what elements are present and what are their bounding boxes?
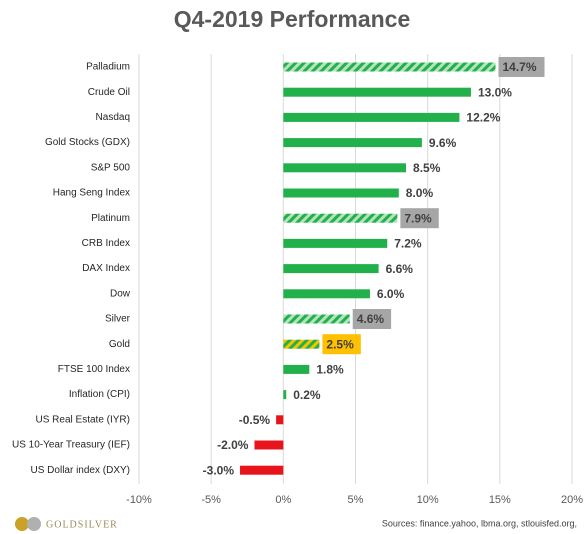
value-label: 1.8% (316, 363, 344, 377)
value-label: 13.0% (478, 85, 512, 99)
x-tick-label: 0% (275, 494, 291, 506)
category-label: Nasdaq (96, 112, 130, 123)
bar (283, 314, 350, 324)
value-label: 12.2% (466, 111, 500, 125)
category-label: DAX Index (82, 263, 130, 274)
logo-text: GoldSilver (46, 519, 118, 530)
category-label: Gold (109, 339, 130, 350)
bar (276, 415, 284, 425)
bar (283, 138, 422, 148)
value-label: -2.0% (217, 438, 249, 452)
category-label: US Dollar index (DXY) (31, 465, 130, 476)
value-label: 8.5% (413, 161, 441, 175)
category-label: Hang Seng Index (53, 188, 130, 199)
logo: GoldSilver (15, 517, 118, 531)
category-label: Gold Stocks (GDX) (45, 137, 130, 148)
label-highlight (352, 309, 392, 329)
x-tick-label: 15% (489, 494, 511, 506)
x-tick-label: 20% (561, 494, 583, 506)
x-tick-label: 10% (417, 494, 439, 506)
x-tick-label: -10% (126, 494, 152, 506)
category-label: Inflation (CPI) (69, 389, 130, 400)
label-highlight (400, 208, 439, 229)
bar (283, 188, 399, 198)
bar (283, 112, 460, 122)
bar (240, 465, 284, 475)
bar (283, 364, 310, 374)
bar (283, 289, 370, 299)
category-label: Crude Oil (88, 87, 130, 98)
value-label: 6.6% (386, 262, 414, 276)
value-label: 8.0% (406, 186, 434, 200)
value-label: 7.9% (404, 211, 432, 225)
category-label: US 10-Year Treasury (IEF) (12, 440, 130, 451)
category-label: Platinum (91, 213, 130, 224)
bar (283, 390, 287, 400)
label-highlight (498, 57, 545, 77)
category-label: US Real Estate (IYR) (36, 414, 130, 425)
source: Sources: finance.yahoo, lbma.org, stloui… (382, 518, 577, 528)
bar (283, 163, 407, 173)
bar (283, 264, 379, 274)
category-label: FTSE 100 Index (58, 364, 130, 375)
bar (283, 62, 496, 72)
category-label: Dow (110, 288, 131, 299)
bar (283, 213, 398, 223)
value-label: -0.5% (239, 413, 271, 427)
category-label: Palladium (86, 62, 130, 73)
bar (283, 339, 320, 349)
label-highlight (322, 334, 361, 355)
value-label: 4.6% (357, 312, 385, 326)
x-tick-label: 5% (348, 494, 364, 506)
bar (254, 440, 284, 450)
chart-title: Q4-2019 Performance (174, 6, 411, 32)
bar (283, 87, 471, 97)
bar (283, 238, 388, 248)
value-label: -3.0% (203, 463, 235, 477)
value-label: 7.2% (394, 237, 422, 251)
value-label: 0.2% (293, 388, 321, 402)
value-label: 6.0% (377, 287, 405, 301)
category-label: Silver (105, 314, 131, 325)
category-label: CRB Index (82, 238, 130, 249)
value-label: 2.5% (326, 337, 354, 351)
value-label: 9.6% (429, 136, 457, 150)
x-tick-label: -5% (201, 494, 221, 506)
value-label: 14.7% (503, 60, 537, 74)
category-label: S&P 500 (91, 162, 131, 173)
